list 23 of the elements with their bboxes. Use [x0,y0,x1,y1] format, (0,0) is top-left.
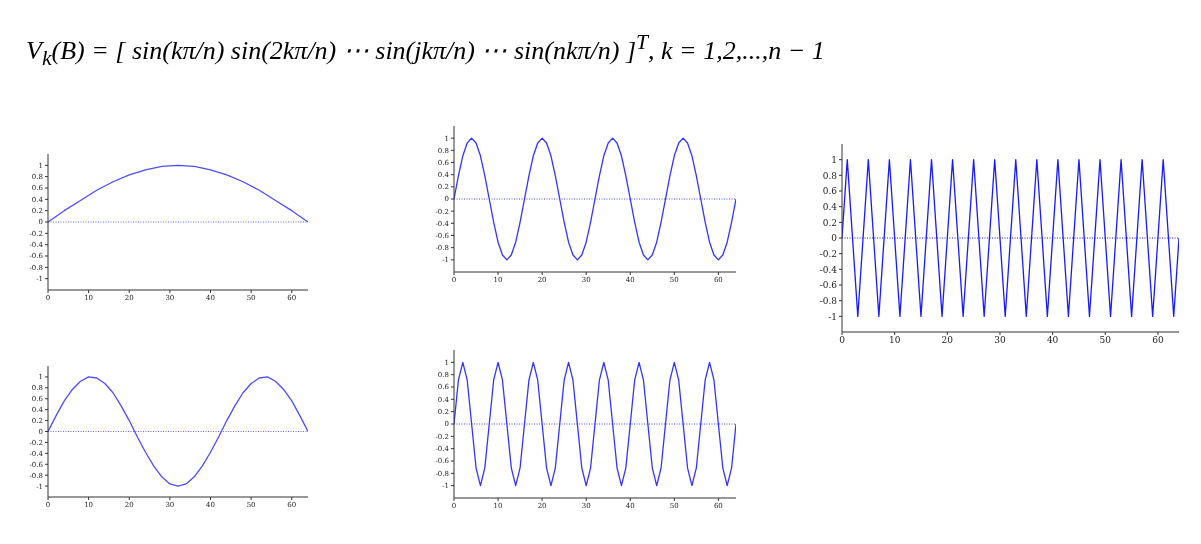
x-tick-label: 50 [1099,335,1112,346]
x-tick-label: 10 [888,335,901,346]
line-series [48,376,308,487]
x-tick-label: 30 [994,335,1006,346]
x-tick-label: 0 [839,335,846,346]
y-tick-label: -0.4 [819,264,838,275]
y-tick-label: -0.8 [819,295,838,306]
x-tick-label: 40 [1046,335,1059,346]
y-tick-label: -0.2 [819,248,837,259]
x-tick-label: 20 [941,335,954,346]
y-tick-label: -1 [828,311,837,322]
y-tick-label: 0.6 [822,186,838,197]
y-tick-label: -0.6 [819,280,838,291]
y-tick-label: 0 [831,233,838,244]
y-tick-label: 1 [831,154,837,165]
y-tick-label: 0.8 [822,170,838,181]
x-tick-label: 60 [1152,335,1164,346]
line-series [48,164,308,223]
line-series [454,137,736,261]
y-tick-label: 0.2 [822,217,837,228]
y-tick-label: 0.4 [822,201,838,212]
text: V$_{k}$(B) = [ sin(kπ/n) sin(2kπ/n) ⋯ sin(jkπ/n) ⋯ sin(nkπ/n) ]$^{T}$, k = 1,2,...,n − 1 [26,30,825,71]
line-series [454,361,736,487]
